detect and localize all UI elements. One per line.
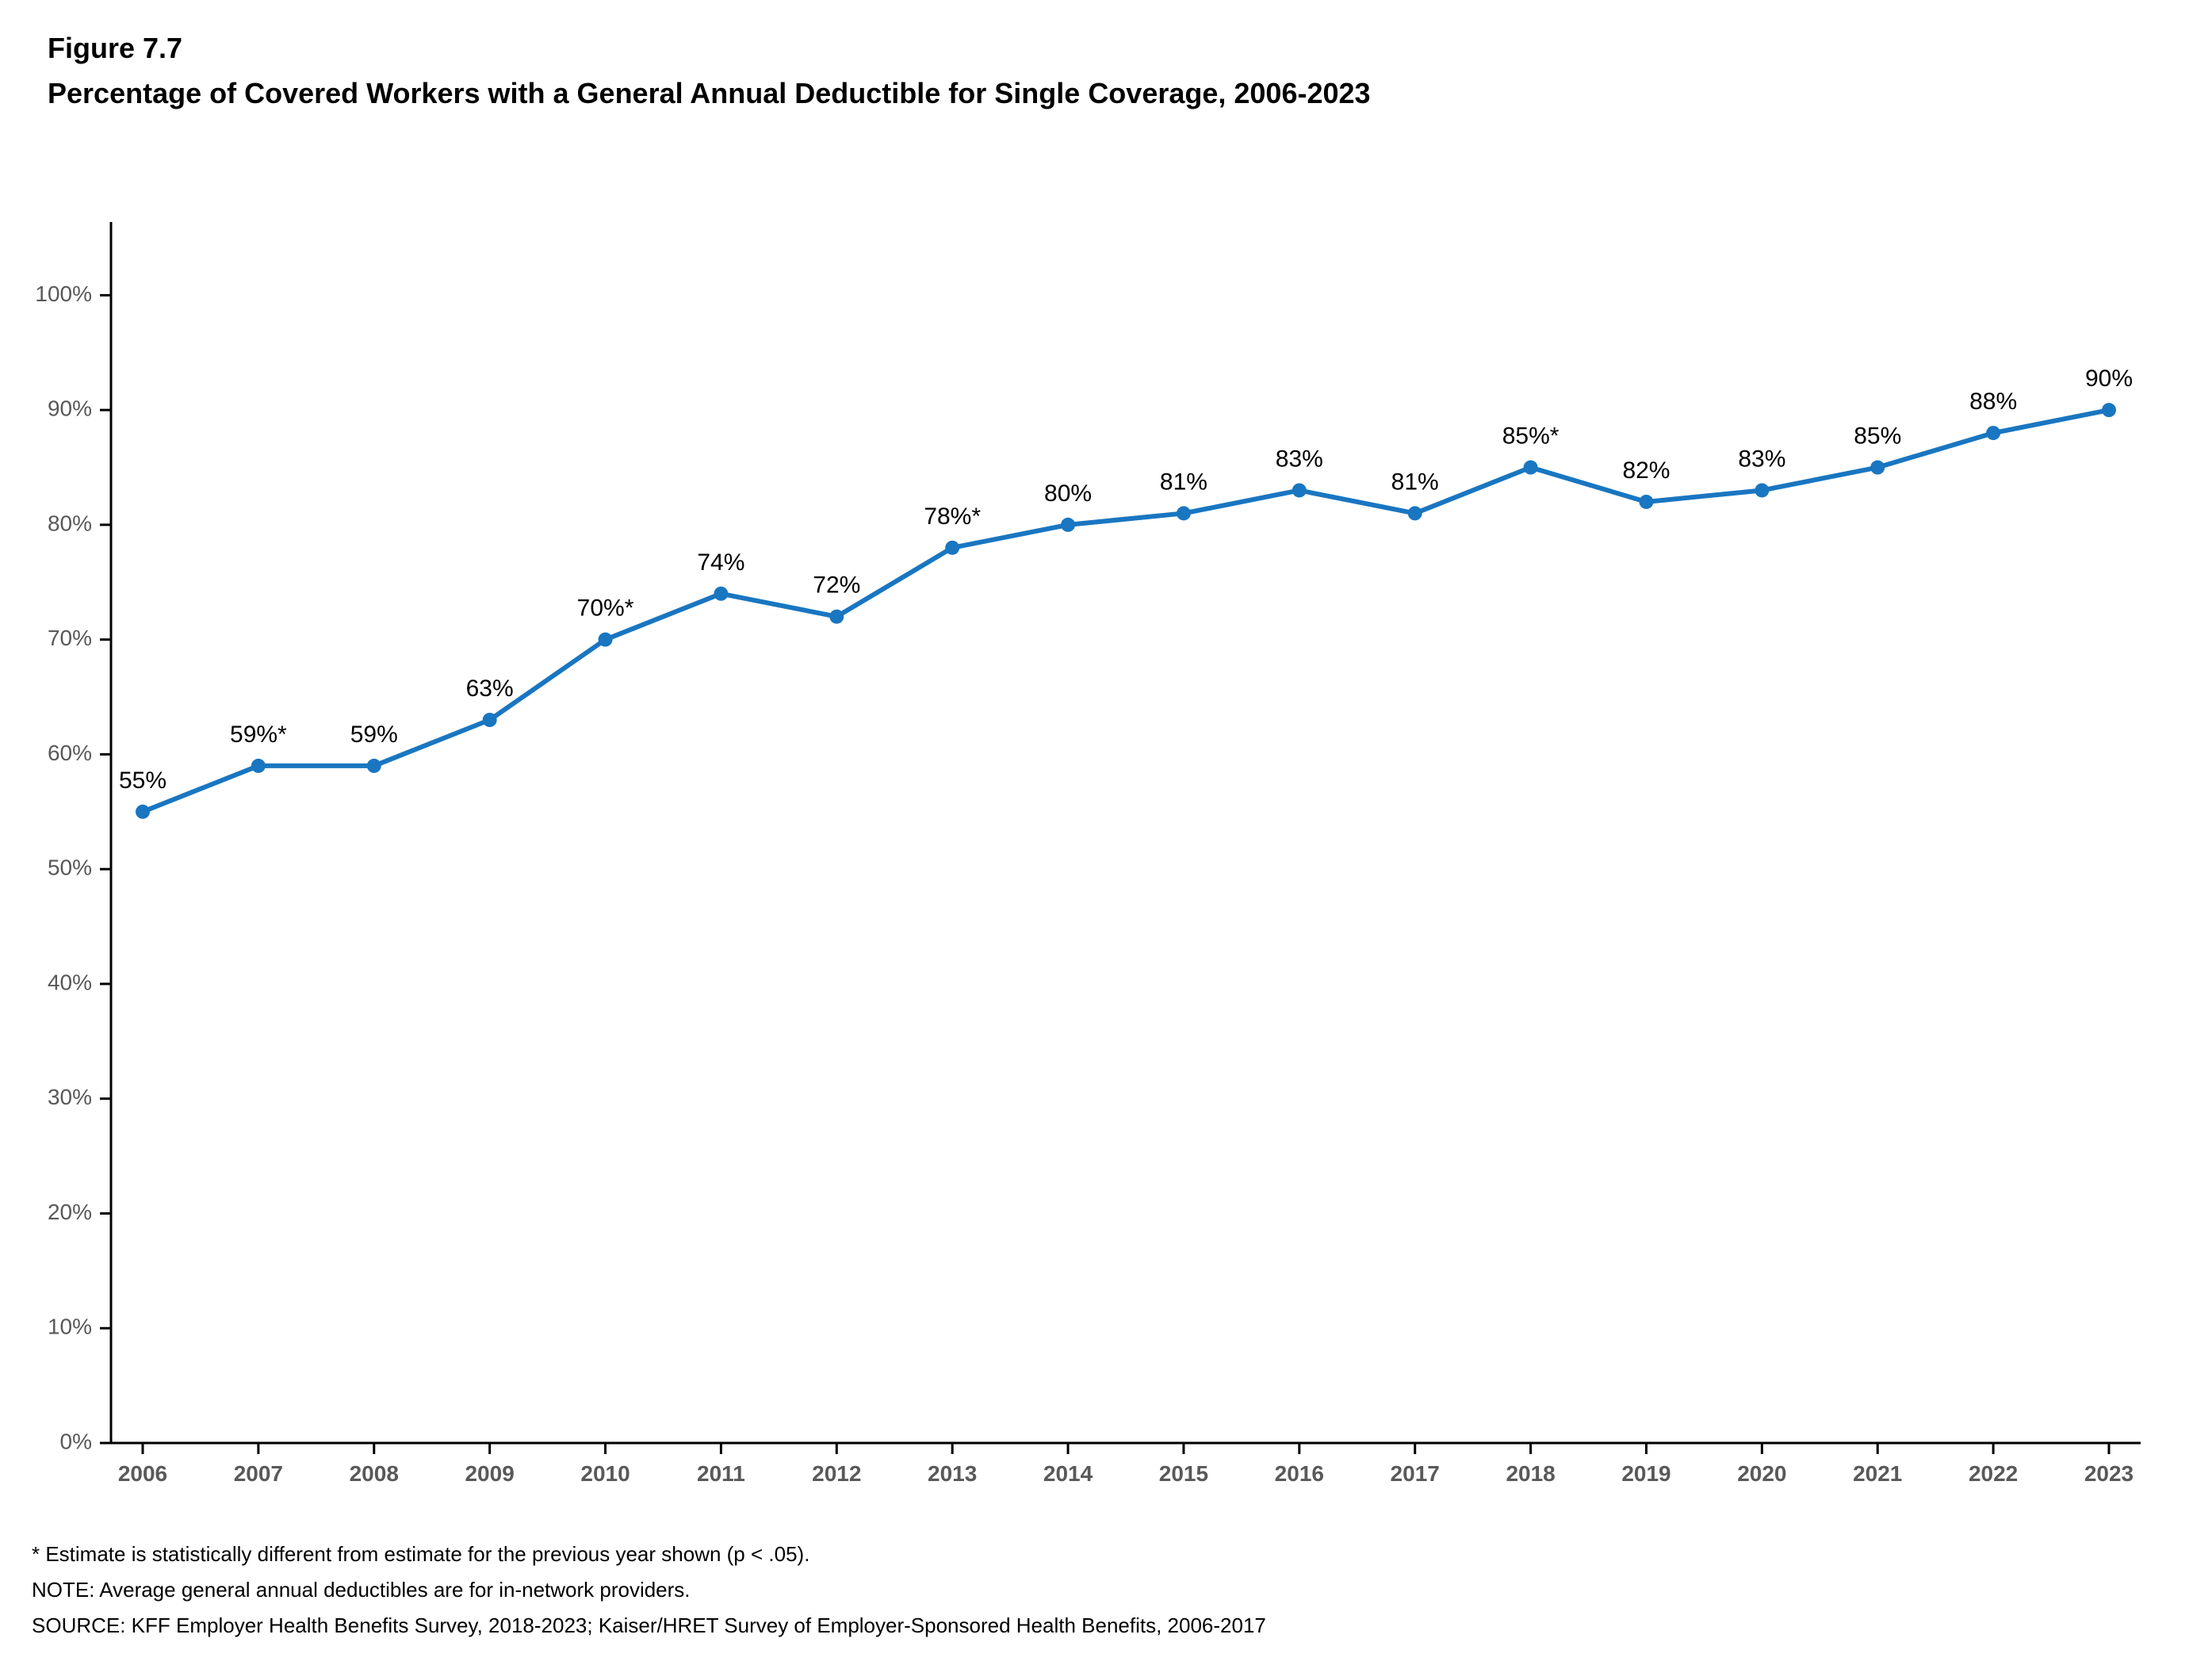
y-tick-label: 70%: [48, 626, 92, 650]
x-tick-label: 2015: [1159, 1461, 1208, 1486]
data-marker: [1986, 426, 2000, 440]
data-label: 59%: [350, 722, 398, 748]
line-chart: 0% 10% 20% 30% 40% 50% 60% 70% 80% 90% 100% 2006 200…: [0, 0, 2212, 1665]
y-tick-label: 100%: [35, 281, 92, 306]
data-label: 88%: [1969, 388, 2017, 415]
footnote-significance: * Estimate is statistically different fr…: [32, 1542, 809, 1567]
data-marker: [829, 610, 844, 624]
x-tick-label: 2019: [1621, 1461, 1670, 1486]
x-tick-label: 2012: [812, 1461, 861, 1486]
y-tick-label: 20%: [48, 1200, 92, 1224]
y-tick-label: 50%: [48, 855, 92, 880]
y-tick-label: 30%: [48, 1085, 92, 1109]
data-label: 59%*: [230, 722, 287, 748]
data-label: 81%: [1391, 469, 1439, 495]
data-label: 72%: [813, 572, 860, 599]
x-tick-label: 2007: [234, 1461, 283, 1486]
data-label: 81%: [1160, 469, 1207, 495]
data-marker: [483, 713, 497, 727]
x-tick-label: 2013: [928, 1461, 977, 1486]
data-label: 90%: [2085, 366, 2133, 392]
data-marker: [251, 759, 266, 773]
data-label: 82%: [1622, 457, 1670, 484]
data-marker: [1524, 461, 1538, 475]
y-tick-label: 90%: [48, 396, 92, 421]
data-label: 55%: [119, 767, 166, 794]
data-marker: [714, 587, 728, 601]
data-marker: [136, 805, 150, 819]
x-tick-label: 2010: [580, 1461, 630, 1486]
x-tick-label: 2021: [1853, 1461, 1902, 1486]
x-tick-label: 2018: [1506, 1461, 1555, 1486]
x-tick-label: 2016: [1275, 1461, 1324, 1486]
x-tick-label: 2008: [350, 1461, 399, 1486]
footnote-source: SOURCE: KFF Employer Health Benefits Sur…: [32, 1613, 1266, 1638]
x-tick-label: 2014: [1043, 1461, 1093, 1486]
y-tick-label: 60%: [48, 741, 92, 765]
x-tick-label: 2023: [2084, 1461, 2134, 1486]
footnote-note: NOTE: Average general annual deductibles…: [32, 1578, 691, 1602]
data-label: 74%: [697, 549, 744, 576]
x-tick-label: 2022: [1969, 1461, 2018, 1486]
figure-page: Figure 7.7 Percentage of Covered Workers…: [0, 0, 2212, 1665]
x-tick-label: 2009: [465, 1461, 514, 1486]
series-line: [143, 410, 2109, 812]
data-marker: [1639, 495, 1653, 509]
x-tick-label: 2006: [118, 1461, 167, 1486]
data-label: 83%: [1738, 446, 1785, 472]
x-tick-label: 2020: [1737, 1461, 1786, 1486]
data-marker: [1292, 483, 1307, 497]
data-label: 83%: [1276, 446, 1323, 472]
data-marker: [1061, 518, 1075, 532]
data-label: 63%: [466, 676, 514, 702]
y-tick-label: 10%: [48, 1315, 92, 1339]
x-tick-label: 2011: [697, 1461, 745, 1486]
data-label: 70%*: [577, 595, 634, 622]
data-marker: [599, 633, 613, 647]
data-marker: [945, 541, 959, 555]
data-label: 85%: [1854, 423, 1901, 450]
x-tick-label: 2017: [1391, 1461, 1440, 1486]
data-marker: [1870, 461, 1885, 475]
y-tick-label: 0%: [60, 1429, 92, 1453]
data-label: 78%*: [924, 503, 981, 530]
y-tick-label: 40%: [48, 970, 92, 994]
data-marker: [2102, 403, 2116, 417]
data-marker: [1408, 506, 1422, 520]
data-marker: [367, 759, 381, 773]
y-tick-label: 80%: [48, 511, 92, 535]
data-label: 85%*: [1502, 423, 1559, 450]
data-label: 80%: [1044, 480, 1092, 507]
data-marker: [1755, 483, 1769, 497]
data-marker: [1177, 506, 1191, 520]
